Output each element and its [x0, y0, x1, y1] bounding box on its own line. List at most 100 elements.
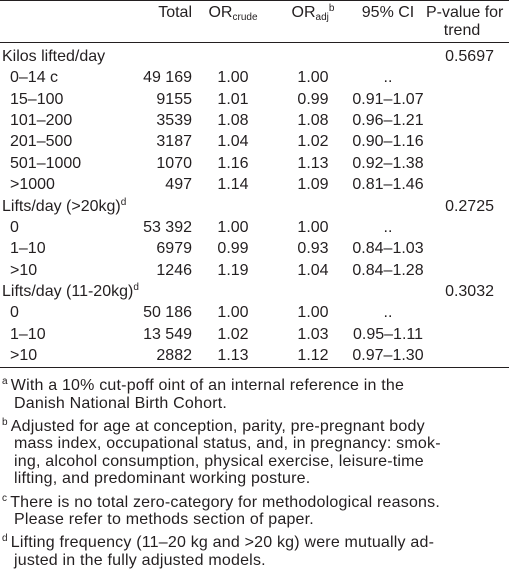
row-label: 501–1000	[10, 154, 82, 172]
footnote-line: c There is no total zero-category for met…	[0, 492, 509, 512]
cell-total: 2882	[156, 347, 192, 365]
header-or-crude-sub: crude	[232, 12, 258, 23]
cell-total: 1246	[156, 261, 192, 279]
table-row: 1–10 6979 0.99 0.93 0.84–1.03	[0, 238, 509, 259]
cell-or-adj: 1.04	[297, 261, 329, 279]
cell-total: 497	[165, 176, 192, 194]
cell-total: 53 392	[143, 218, 192, 236]
group-label-text: Lifts/day (>20kg)	[2, 197, 121, 215]
cell-total: 9155	[156, 90, 192, 108]
footnote-line: justed in the fully adjusted models.	[14, 551, 266, 569]
row-label: 15–100	[10, 90, 64, 108]
header-or-adj-sub: adj	[315, 12, 329, 23]
group-label: Lifts/day (>20kg)d	[0, 196, 152, 217]
header-total: Total	[158, 4, 192, 21]
cell-total: 1070	[156, 154, 192, 172]
cell-or-adj: 0.99	[297, 90, 329, 108]
cell-or-crude: 1.01	[217, 90, 249, 108]
cell-or-adj: 1.09	[297, 176, 329, 194]
cell-or-adj: 1.00	[297, 218, 329, 236]
cell-or-adj: 1.12	[297, 347, 329, 365]
cell-or-crude: 0.99	[217, 240, 249, 258]
table-row: 0–14 c 49 169 1.00 1.00 ..	[0, 67, 509, 88]
table-row: 0 50 186 1.00 1.00 ..	[0, 302, 509, 323]
cell-or-crude: 1.04	[217, 133, 249, 151]
footnote-b: b Adjusted for age at conception, parity,…	[0, 416, 509, 488]
footnote-line: d Lifting frequency (11–20 kg and >20 kg)…	[0, 534, 509, 552]
table-row: 501–1000 1070 1.16 1.13 0.92–1.38	[0, 153, 509, 174]
header-p-trend: P-value for trend	[426, 4, 504, 40]
footnote-c: c There is no total zero-category for met…	[0, 492, 509, 529]
row-label: >10	[10, 347, 38, 365]
cell-ci: 0.96–1.21	[352, 112, 424, 130]
cell-or-adj: 1.00	[297, 69, 329, 87]
table-row: 0 53 392 1.00 1.00 ..	[0, 217, 509, 238]
footnote-text: Lifting frequency (11–20 kg and >20 kg) …	[10, 534, 435, 552]
footnote-a: a With a 10% cut-poff oint of an internal…	[0, 377, 509, 412]
footnote-marker: b	[2, 416, 8, 428]
table-top-rule	[0, 0, 509, 1]
row-label: 101–200	[10, 112, 73, 130]
footnote-text: There is no total zero-category for meth…	[10, 493, 440, 511]
footnote-line: mass index, occupational status, and, in…	[14, 435, 441, 453]
cell-ci: ..	[383, 304, 393, 322]
cell-or-crude: 1.16	[217, 154, 249, 172]
row-label: 0–14 c	[10, 69, 59, 87]
cell-total: 3539	[156, 112, 192, 130]
table-row: 201–500 3187 1.04 1.02 0.90–1.16	[0, 131, 509, 152]
cell-or-adj: 1.02	[297, 133, 329, 151]
row-label: >1000	[10, 176, 55, 194]
group-row: Lifts/day (>20kg)d 0.2725	[0, 196, 509, 217]
header-or-crude: ORcrude	[194, 4, 272, 23]
cell-total: 6979	[156, 240, 192, 258]
cell-or-crude: 1.13	[217, 347, 249, 365]
cell-or-crude: 1.02	[217, 325, 249, 343]
cell-or-adj: 0.93	[297, 240, 329, 258]
footnote-text: With a 10% cut-poff oint of an internal …	[10, 377, 405, 394]
group-label-text: Lifts/day (11-20kg)	[2, 282, 134, 300]
footnotes: a With a 10% cut-poff oint of an internal…	[0, 377, 509, 569]
group-label: Kilos lifted/day	[2, 48, 106, 65]
footnote-line: Please refer to methods section of paper…	[14, 511, 314, 529]
cell-total: 13 549	[143, 325, 192, 343]
table-row: 15–100 9155 1.01 0.99 0.91–1.07	[0, 89, 509, 110]
cell-or-crude: 1.00	[217, 218, 249, 236]
cell-p-trend: 0.3032	[445, 282, 494, 300]
footnote-marker: a	[2, 376, 8, 387]
table-bottom-rule	[0, 367, 509, 368]
header-p-trend-line-2: trend	[443, 22, 481, 39]
cell-or-adj: 1.03	[297, 325, 329, 343]
table-row: 1–10 13 549 1.02 1.03 0.95–1.11	[0, 324, 509, 345]
header-or-crude-base: OR	[208, 4, 233, 21]
cell-or-adj: 1.08	[297, 112, 329, 130]
table-body: Kilos lifted/day 0.5697 0–14 c 49 169 1.…	[0, 46, 509, 366]
header-rule	[0, 42, 509, 43]
group-label-footnote-mark: d	[133, 281, 139, 293]
row-label: 0	[10, 218, 19, 236]
cell-total: 3187	[156, 133, 192, 151]
cell-ci: 0.92–1.38	[352, 154, 424, 172]
group-label: Lifts/day (11-20kg)d	[0, 281, 152, 302]
group-label-footnote-mark: d	[120, 196, 127, 208]
footnote-text: Adjusted for age at conception, parity, …	[10, 417, 425, 435]
cell-or-crude: 1.00	[217, 69, 249, 87]
header-p-trend-line-1: P-value for	[426, 4, 504, 21]
cell-ci: ..	[383, 218, 393, 236]
footnote-line: a With a 10% cut-poff oint of an internal…	[0, 377, 509, 395]
footnote-marker: d	[2, 533, 8, 545]
header-or-adj-sup: b	[328, 3, 335, 14]
footnote-d: d Lifting frequency (11–20 kg and >20 kg)…	[0, 534, 509, 569]
cell-p-trend: 0.2725	[445, 197, 494, 215]
table-row: 101–200 3539 1.08 1.08 0.96–1.21	[0, 110, 509, 131]
footnote-marker: c	[2, 492, 8, 504]
cell-or-adj: 1.00	[297, 304, 329, 322]
header-or-adj-base: OR	[291, 4, 316, 21]
footnote-line: Danish National Birth Cohort.	[14, 394, 228, 412]
table-header: Total ORcrude ORadjb 95% CI P-value for …	[0, 0, 509, 42]
cell-or-adj: 1.13	[297, 154, 329, 172]
cell-ci: 0.97–1.30	[352, 347, 424, 365]
cell-or-crude: 1.14	[217, 176, 249, 194]
footnote-line: ing, alcohol consumption, physical exerc…	[14, 452, 424, 470]
table-row: >10 1246 1.19 1.04 0.84–1.28	[0, 260, 509, 281]
group-row: Lifts/day (11-20kg)d 0.3032	[0, 281, 509, 302]
